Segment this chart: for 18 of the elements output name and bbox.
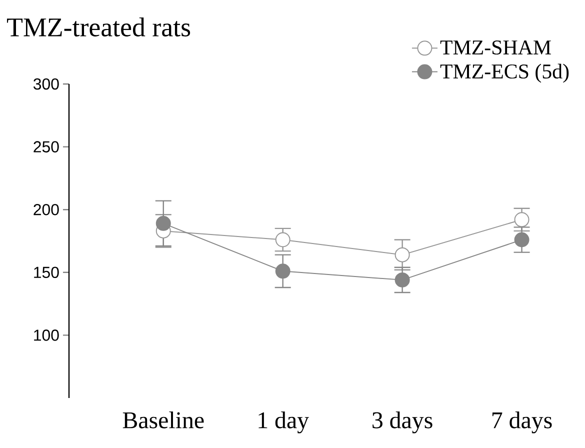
y-tick-label: 100 xyxy=(34,330,59,341)
point xyxy=(514,212,530,228)
point xyxy=(275,232,290,248)
y-tick-label: 200 xyxy=(34,204,59,216)
x-tick-label: Baseline xyxy=(122,412,204,428)
y-tick-label: 250 xyxy=(34,141,59,152)
x-tick-label: 7 days xyxy=(492,412,552,434)
chart-title: TMZ-treated rats xyxy=(7,18,190,36)
x-tick-label: 3 days xyxy=(372,412,432,434)
point xyxy=(394,247,410,262)
point xyxy=(394,272,410,288)
point xyxy=(514,232,530,248)
y-tick-label: 300 xyxy=(33,78,59,90)
legend-label: TMZ-ECS (5d) xyxy=(440,64,569,83)
x-tick-label: 1 day xyxy=(258,412,309,434)
legend-label: TMZ-SHAM xyxy=(440,40,551,55)
y-tick-label: 150 xyxy=(34,266,59,278)
point xyxy=(275,264,290,279)
